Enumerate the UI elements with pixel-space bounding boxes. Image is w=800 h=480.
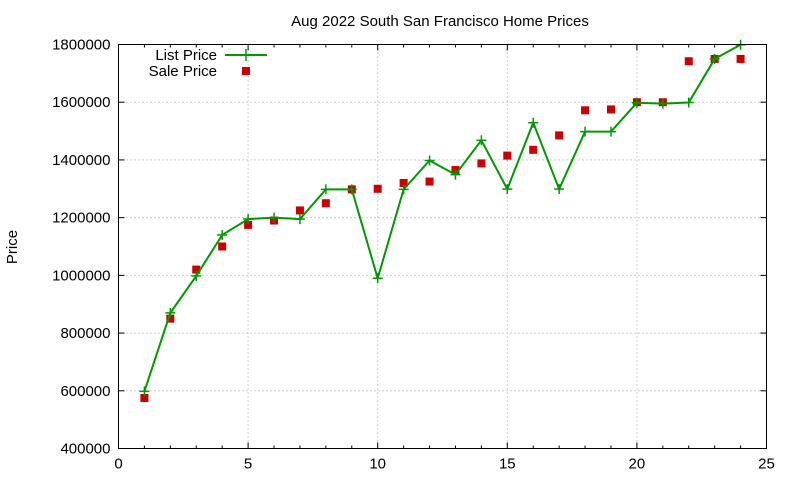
sale-price-point [399, 179, 408, 188]
list-price-point [398, 184, 409, 195]
x-tick-label: 15 [499, 456, 516, 473]
list-price-point [657, 98, 668, 109]
chart-title: Aug 2022 South San Francisco Home Prices [291, 13, 589, 30]
list-price-point [631, 97, 642, 108]
list-price-point [139, 386, 150, 397]
series-layer [139, 39, 746, 402]
x-tick-label: 10 [369, 456, 386, 473]
y-tick-label: 1000000 [52, 267, 110, 284]
list-price-point [217, 229, 228, 240]
sale-price-point [425, 177, 434, 186]
sale-price-point [581, 106, 590, 115]
sale-price-point [373, 184, 382, 193]
y-axis-label: Price [4, 230, 21, 264]
legend: List Price Sale Price [149, 47, 267, 80]
x-tick-label: 5 [244, 456, 252, 473]
sale-price-point [503, 151, 512, 160]
list-price-point [502, 184, 513, 195]
x-tick-label: 0 [114, 456, 122, 473]
list-price-point [528, 117, 539, 128]
legend-marker-list-price [240, 49, 252, 61]
axis-ticks: 0 5 10 15 20 25 400000 600000 800000 1000000 12000… [52, 37, 775, 473]
y-tick-label: 1400000 [52, 152, 110, 169]
list-price-point [243, 214, 254, 225]
list-price-point [294, 214, 305, 225]
legend-label-sale-price: Sale Price [149, 63, 217, 80]
list-price-point [346, 184, 357, 195]
list-price-point [476, 135, 487, 146]
sale-price-point [140, 394, 149, 402]
grid-lines [118, 44, 767, 449]
x-tick-label: 25 [758, 456, 775, 473]
list-price-point [269, 212, 280, 223]
legend-marker-sale-price [242, 67, 250, 75]
sale-price-point [166, 314, 175, 323]
y-tick-label: 1800000 [52, 37, 110, 54]
sale-price-point [529, 145, 538, 154]
x-tick-label: 20 [629, 456, 646, 473]
y-tick-label: 1200000 [52, 210, 110, 227]
list-price-point [372, 273, 383, 284]
list-price-point [424, 155, 435, 166]
sale-price-point [606, 105, 615, 114]
legend-label-list-price: List Price [155, 47, 217, 64]
sale-price-point [736, 54, 745, 63]
sale-price-point [555, 131, 564, 140]
list-price-point [709, 53, 720, 64]
sale-price-point [477, 159, 486, 168]
y-tick-label: 400000 [60, 441, 110, 458]
list-price-point [580, 126, 591, 137]
sale-price-point [192, 265, 201, 274]
list-price-point [191, 270, 202, 281]
list-price-point [450, 169, 461, 180]
list-price-point [554, 184, 565, 195]
y-tick-label: 1600000 [52, 94, 110, 111]
list-price-point [165, 307, 176, 318]
list-price-point [320, 184, 331, 195]
list-price-point [605, 126, 616, 137]
sale-price-point [244, 220, 253, 229]
plot-frame [118, 44, 767, 449]
y-tick-label: 800000 [60, 325, 110, 342]
y-tick-label: 600000 [60, 383, 110, 400]
sale-price-point [218, 242, 227, 251]
sale-price-point [321, 199, 330, 208]
sale-price-point [684, 57, 693, 66]
list-price-point [683, 97, 694, 108]
sale-price-point [295, 206, 304, 215]
